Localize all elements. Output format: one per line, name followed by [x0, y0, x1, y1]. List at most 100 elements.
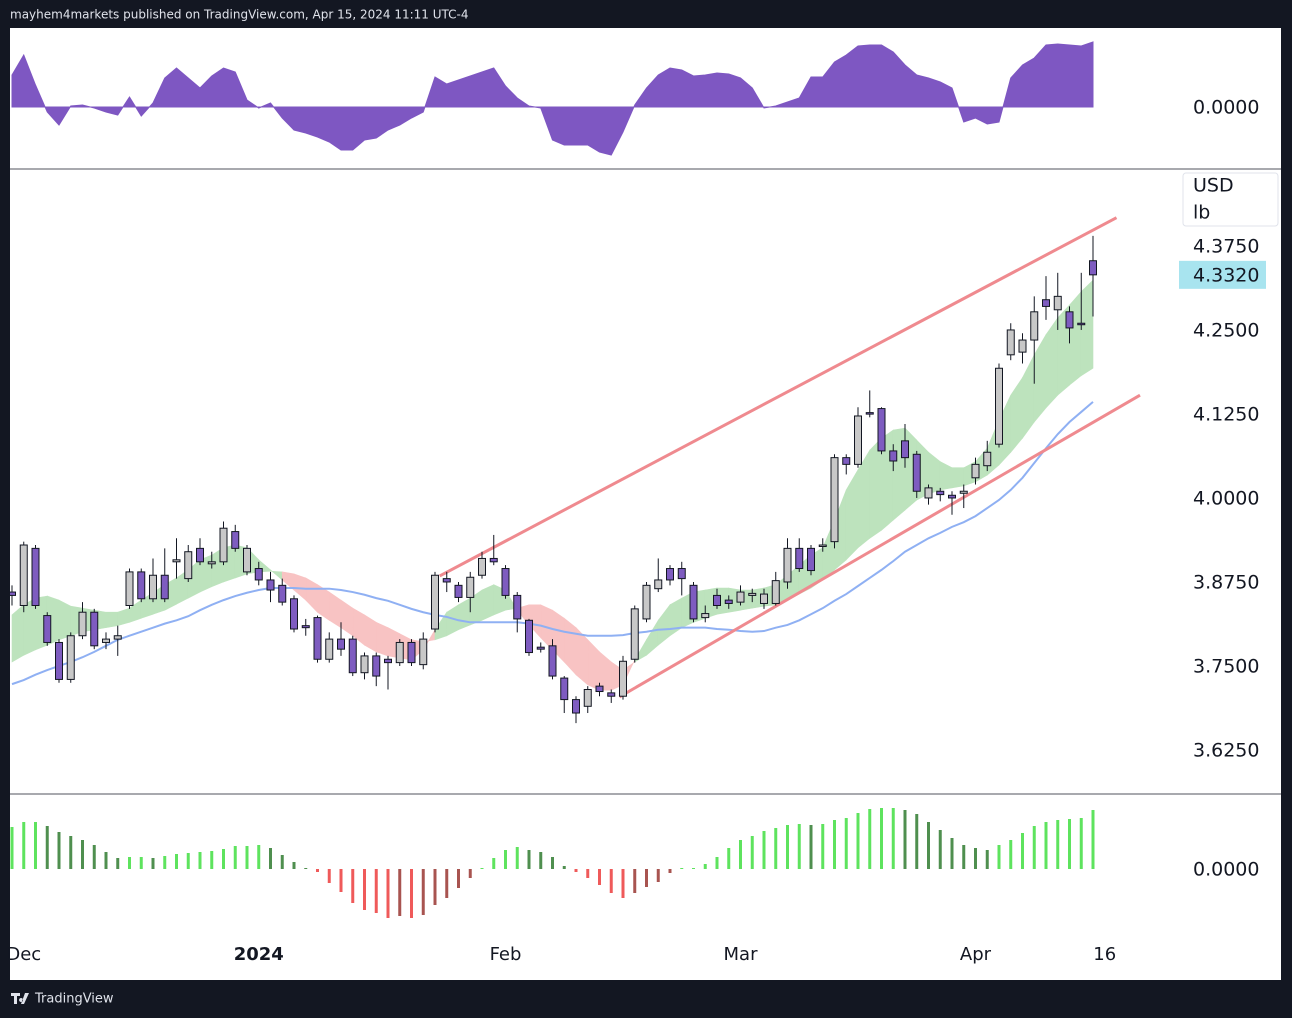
candle-body: [1018, 339, 1027, 353]
candle-body: [912, 453, 921, 492]
candle-body: [454, 584, 463, 598]
candle-body: [525, 619, 533, 654]
candle-body: [337, 638, 345, 650]
candle-body: [748, 592, 757, 596]
unit: lb: [1193, 202, 1210, 224]
candle-body: [55, 641, 63, 680]
chart-area: [10, 28, 1281, 980]
ribbon-segment: [869, 437, 882, 539]
candle-body: [1077, 322, 1086, 326]
candle-body: [207, 561, 216, 565]
candle-body: [231, 531, 240, 549]
footer: TradingView: [34, 992, 114, 1007]
price-pane: [10, 216, 1141, 724]
y-tick-label: 3.6250: [1193, 739, 1259, 761]
candle-body: [372, 655, 381, 677]
candle-body: [1042, 299, 1050, 307]
header: mayhem4markets published on TradingView.…: [10, 8, 469, 22]
candle-body: [830, 457, 839, 543]
candle-body: [243, 547, 251, 573]
candle-body: [783, 547, 792, 583]
candle-body: [313, 617, 322, 660]
candle-body: [560, 677, 569, 701]
candle-body: [724, 599, 733, 604]
candle-body: [771, 580, 780, 604]
candle-body: [360, 655, 369, 674]
unit-box: [1182, 172, 1279, 227]
ribbon-segment: [1080, 279, 1094, 377]
ribbon-segment: [375, 621, 389, 657]
trend-line: [618, 393, 1141, 699]
x-tick-label: 2024: [234, 944, 284, 965]
candle-body: [1089, 260, 1097, 276]
tv-logo: [11, 993, 29, 1004]
candle-body: [102, 638, 110, 643]
candle-body: [901, 440, 909, 459]
candle-body: [113, 635, 122, 640]
x-tick-label: Feb: [490, 944, 522, 965]
ribbon-segment: [951, 467, 965, 489]
candle-body: [713, 594, 721, 606]
candle-body: [701, 613, 710, 619]
candle-body: [1030, 311, 1039, 341]
candle-body: [478, 557, 486, 576]
candle-body: [254, 568, 263, 581]
candle-body: [301, 625, 310, 629]
y-tick-label: 4.0000: [1193, 487, 1259, 509]
candle-body: [78, 611, 87, 637]
candle-body: [66, 635, 75, 680]
x-tick-label: Apr: [960, 944, 992, 965]
candle-body: [10, 591, 16, 596]
candle-body: [666, 568, 674, 581]
candle-body: [572, 699, 580, 714]
ribbon-segment: [105, 611, 119, 629]
candle-body: [407, 641, 416, 664]
candle-body: [595, 685, 604, 693]
candle-body: [196, 547, 204, 563]
candle-body: [466, 576, 475, 598]
last-price-box: [1179, 260, 1266, 289]
candle-body: [936, 490, 945, 496]
candle-body: [760, 593, 768, 604]
candle-body: [1053, 295, 1062, 311]
candle-body: [795, 547, 804, 570]
oscillator-area: [11, 41, 1094, 156]
candle-body: [90, 611, 99, 647]
y-tick-label: 4.3750: [1193, 235, 1259, 257]
candle-body: [395, 641, 404, 664]
candle-body: [971, 463, 980, 479]
oscillator-pane: [11, 41, 1094, 156]
candle-body: [172, 559, 181, 563]
ribbon-segment: [23, 597, 36, 656]
candle-body: [959, 490, 968, 494]
candle-body: [995, 367, 1003, 445]
candle-body: [1065, 311, 1074, 329]
candle-body: [219, 527, 228, 563]
x-tick-label: Dec: [6, 944, 41, 965]
ribbon-segment: [58, 599, 72, 641]
candle-body: [536, 646, 545, 650]
candle-body: [325, 638, 334, 660]
candle-body: [677, 568, 686, 580]
candle-body: [865, 412, 874, 415]
y-tick-label: 4.2500: [1193, 319, 1259, 341]
ribbon-segment: [1069, 290, 1082, 386]
candle-body: [160, 574, 169, 600]
candle-body: [149, 574, 157, 600]
x-tick-label: Mar: [724, 944, 759, 965]
candle-body: [266, 579, 275, 591]
candle-body: [501, 568, 510, 596]
candle-body: [583, 689, 592, 707]
candle-body: [619, 660, 627, 697]
y-tick-label: 4.1250: [1193, 403, 1259, 425]
candle-body: [1006, 329, 1015, 356]
candle-body: [278, 584, 287, 603]
candle-body: [137, 571, 146, 600]
candle-body: [548, 645, 557, 677]
candle-body: [442, 578, 451, 583]
last-price-label: 4.3320: [1193, 264, 1259, 286]
candle-body: [125, 571, 134, 606]
candle-body: [654, 579, 663, 590]
candle-body: [19, 544, 28, 606]
